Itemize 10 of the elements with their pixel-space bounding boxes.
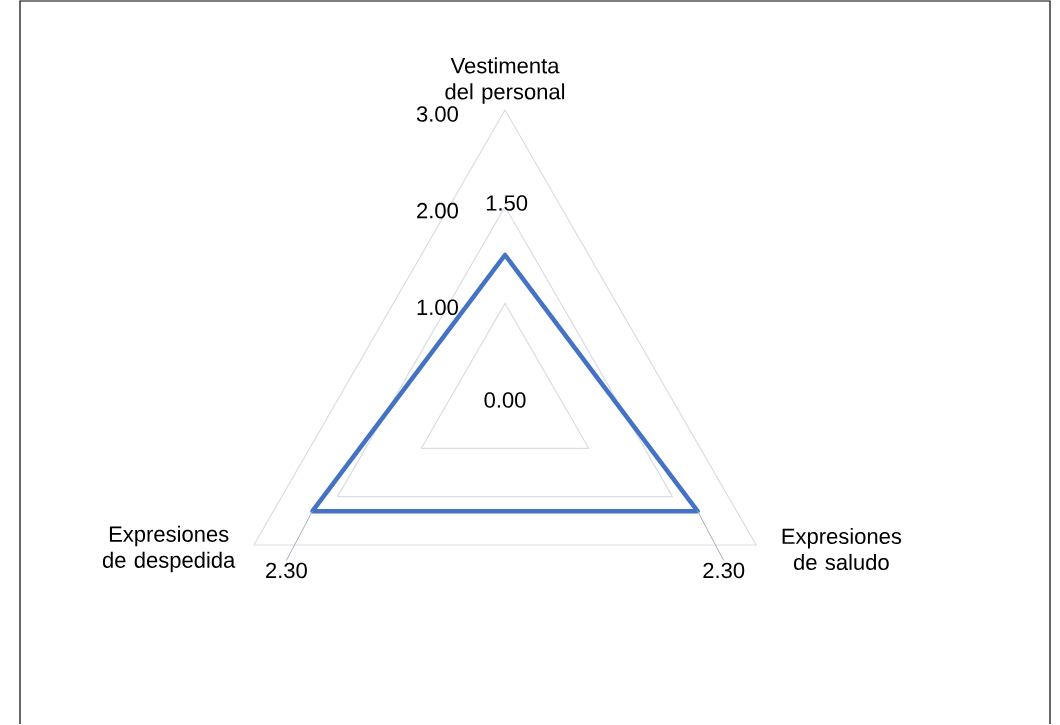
- data-label: 1.50: [486, 195, 528, 211]
- spoke-label: Expresiones de saludo: [782, 528, 902, 571]
- data-label: 2.30: [266, 562, 307, 579]
- spoke-label: Expresiones de despedida: [102, 525, 236, 573]
- y-tick-label: 1.00: [417, 299, 458, 316]
- y-tick-label: 0.00: [484, 392, 526, 408]
- y-tick-label: 2.00: [417, 203, 458, 219]
- spoke-label: Vestimenta del personal: [445, 57, 565, 104]
- y-tick-label: 3.00: [416, 106, 458, 122]
- data-label: 2.30: [703, 562, 745, 579]
